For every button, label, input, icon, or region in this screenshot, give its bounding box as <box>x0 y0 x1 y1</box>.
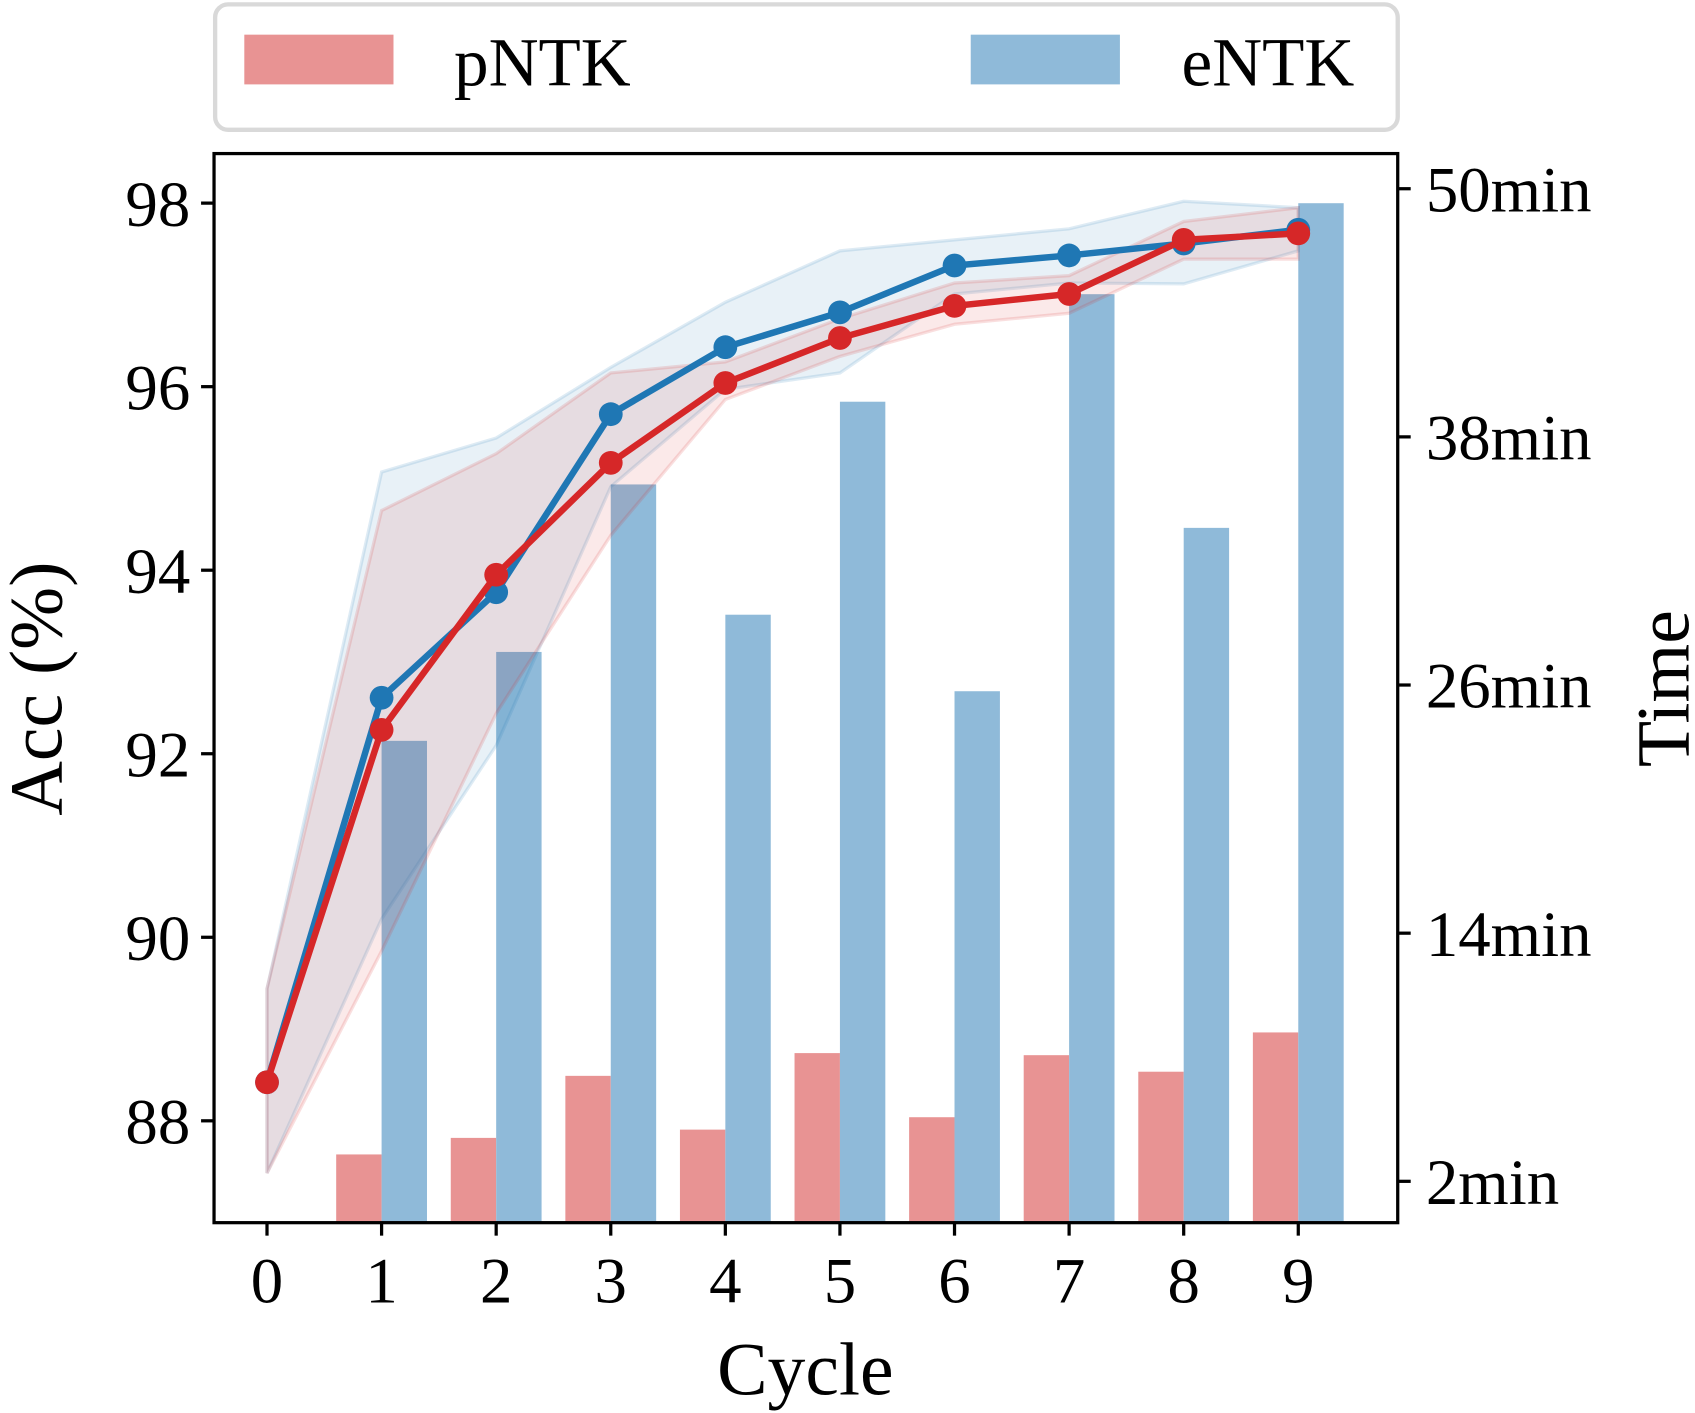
x-tick-label: 5 <box>824 1246 856 1318</box>
x-tick-label: 6 <box>938 1246 970 1318</box>
point-pntk-cycle-9 <box>1286 221 1311 246</box>
bar-pntk-cycle-4 <box>679 1129 726 1223</box>
x-tick-label: 2 <box>480 1246 512 1318</box>
point-entk-cycle-4 <box>713 335 738 360</box>
band-pntk <box>265 205 1300 1174</box>
x-tick-label: 3 <box>595 1246 627 1318</box>
y-axis-label-right: Time <box>1623 610 1695 767</box>
bar-pntk-cycle-2 <box>450 1137 497 1223</box>
x-tick-label: 8 <box>1167 1246 1199 1318</box>
y-right-tick-label: 26min <box>1426 651 1592 723</box>
ticks-layer: 0 1 2 3 4 5 6 7 8 9 88 90 92 94 96 98 2min 14min 26min 38mi… <box>125 154 1591 1317</box>
point-entk-cycle-7 <box>1057 243 1081 268</box>
x-tick-label: 1 <box>365 1246 397 1318</box>
bar-entk-cycle-3 <box>610 484 657 1223</box>
point-pntk-cycle-0 <box>255 1070 279 1095</box>
point-pntk-cycle-6 <box>942 294 967 318</box>
bar-entk-cycle-5 <box>839 401 886 1223</box>
x-tick-label: 0 <box>251 1246 283 1318</box>
band-entk <box>265 199 1300 1174</box>
line-entk <box>263 226 1299 1084</box>
bar-entk-cycle-7 <box>1069 294 1115 1223</box>
bar-pntk-cycle-5 <box>794 1053 840 1223</box>
y-left-tick-label: 94 <box>125 536 190 608</box>
bar-pntk-cycle-1 <box>336 1154 382 1223</box>
y-axis-label-left: Acc (%) <box>0 562 79 816</box>
bar-pntk-cycle-9 <box>1252 1032 1299 1223</box>
bar-entk-cycle-9 <box>1298 203 1344 1223</box>
bands-layer <box>265 199 1300 1174</box>
point-entk-cycle-5 <box>828 300 852 325</box>
plot-frame <box>212 151 1400 1225</box>
legend: pNTK eNTK <box>212 2 1400 132</box>
bar-entk-cycle-6 <box>954 691 1000 1223</box>
y-left-tick-label: 96 <box>125 352 190 424</box>
bar-entk-cycle-2 <box>496 651 542 1223</box>
bar-pntk-cycle-7 <box>1023 1055 1070 1223</box>
point-pntk-cycle-5 <box>828 326 852 350</box>
x-tick-label: 7 <box>1053 1246 1085 1318</box>
point-pntk-cycle-8 <box>1171 227 1196 252</box>
y-left-tick-label: 92 <box>125 719 190 791</box>
bar-pntk-cycle-6 <box>909 1117 955 1223</box>
x-tick-label: 4 <box>709 1246 741 1318</box>
y-left-tick-label: 98 <box>125 169 190 241</box>
legend-label-pntk: pNTK <box>454 23 631 100</box>
bar-pntk-cycle-3 <box>565 1075 611 1223</box>
point-pntk-cycle-3 <box>598 450 623 475</box>
point-pntk-cycle-2 <box>484 562 509 587</box>
point-entk-cycle-6 <box>942 253 967 278</box>
point-entk-cycle-1 <box>369 685 394 710</box>
line-pntk <box>263 230 1299 1084</box>
y-left-tick-label: 90 <box>125 903 190 975</box>
x-tick-label: 9 <box>1282 1246 1314 1318</box>
y-left-tick-label: 88 <box>125 1087 190 1159</box>
point-entk-cycle-3 <box>598 402 623 427</box>
bars-layer <box>336 203 1344 1223</box>
lines-layer <box>255 217 1311 1095</box>
point-pntk-cycle-7 <box>1057 282 1081 306</box>
y-right-tick-label: 14min <box>1426 899 1592 971</box>
y-right-tick-label: 38min <box>1426 403 1592 475</box>
legend-patch-pntk <box>244 34 394 85</box>
y-right-tick-label: 2min <box>1426 1147 1559 1219</box>
legend-patch-entk <box>970 34 1120 85</box>
bar-entk-cycle-4 <box>725 614 771 1223</box>
point-pntk-cycle-4 <box>713 371 738 395</box>
bar-entk-cycle-1 <box>381 740 427 1223</box>
point-pntk-cycle-1 <box>369 717 394 742</box>
y-right-tick-label: 50min <box>1426 154 1592 226</box>
bar-pntk-cycle-8 <box>1138 1071 1184 1223</box>
bar-entk-cycle-8 <box>1183 527 1230 1223</box>
x-axis-label: Cycle <box>717 1329 893 1412</box>
legend-label-entk: eNTK <box>1182 23 1355 100</box>
